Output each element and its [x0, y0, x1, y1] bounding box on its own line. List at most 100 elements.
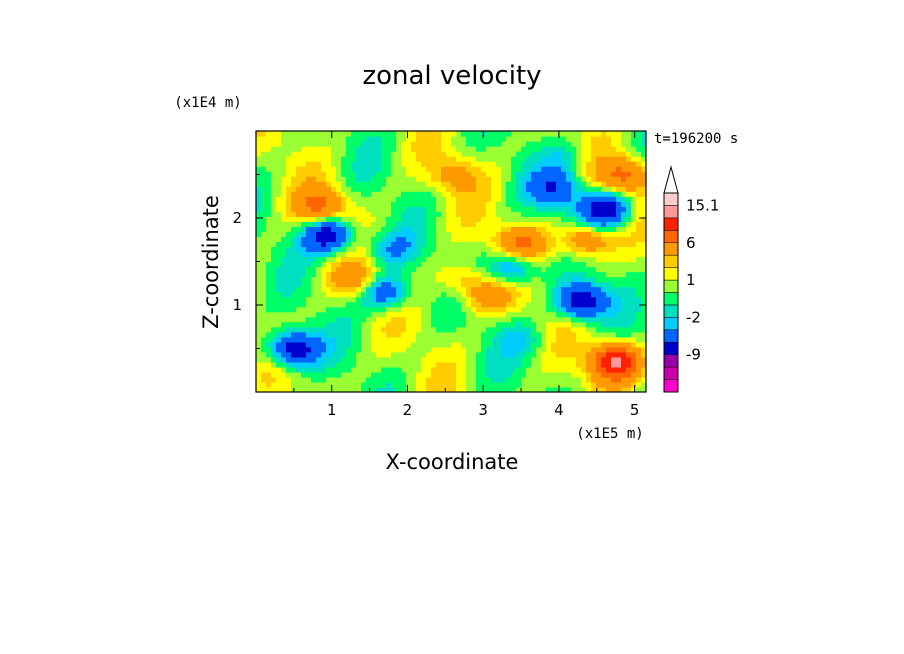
field-cell: [626, 331, 632, 338]
field-cell: [606, 291, 612, 298]
field-cell: [511, 316, 517, 323]
field-cell: [461, 361, 467, 368]
field-cell: [531, 271, 537, 278]
field-cell: [336, 196, 342, 202]
field-cell: [391, 276, 397, 283]
field-cell: [436, 181, 442, 187]
field-cell: [361, 306, 367, 313]
field-cell: [641, 326, 646, 333]
field-cell: [471, 281, 477, 288]
field-cell: [561, 156, 567, 162]
field-cell: [536, 371, 542, 378]
field-cell: [431, 321, 437, 328]
field-cell: [436, 166, 442, 172]
field-cell: [541, 296, 547, 303]
field-cell: [536, 331, 542, 338]
field-cell: [396, 186, 402, 192]
field-cell: [581, 271, 587, 278]
field-cell: [546, 131, 552, 137]
field-cell: [611, 171, 617, 177]
field-cell: [371, 351, 377, 358]
field-cell: [301, 306, 307, 313]
field-cell: [256, 146, 262, 152]
field-cell: [341, 326, 347, 333]
field-cell: [316, 341, 322, 348]
field-cell: [346, 256, 352, 263]
field-cell: [476, 281, 482, 288]
field-cell: [336, 261, 342, 268]
field-cell: [361, 311, 367, 318]
field-cell: [561, 216, 567, 222]
field-cell: [441, 216, 447, 222]
field-cell: [346, 221, 352, 227]
field-cell: [346, 261, 352, 268]
field-cell: [341, 336, 347, 343]
field-cell: [511, 341, 517, 348]
field-cell: [636, 161, 642, 167]
field-cell: [601, 206, 607, 212]
field-cell: [521, 206, 527, 212]
field-cell: [421, 201, 427, 207]
field-cell: [261, 216, 267, 222]
field-cell: [526, 336, 532, 343]
field-cell: [581, 211, 587, 217]
field-cell: [521, 376, 527, 383]
field-cell: [476, 341, 482, 348]
field-cell: [576, 141, 582, 147]
field-cell: [456, 291, 462, 298]
time-label: t=196200 s: [654, 131, 738, 147]
field-cell: [611, 211, 617, 217]
field-cell: [586, 136, 592, 142]
field-cell: [526, 356, 532, 363]
field-cell: [466, 316, 472, 323]
field-cell: [356, 336, 362, 343]
field-cell: [266, 231, 272, 238]
colorbar-extend-arrow: [663, 165, 679, 194]
field-cell: [471, 261, 477, 268]
field-cell: [546, 326, 552, 333]
field-cell: [616, 321, 622, 328]
field-cell: [256, 271, 262, 278]
field-cell: [291, 161, 297, 167]
field-cell: [356, 156, 362, 162]
field-cell: [436, 306, 442, 313]
field-cell: [621, 336, 627, 343]
field-cell: [531, 166, 537, 172]
field-cell: [371, 251, 377, 258]
field-cell: [276, 206, 282, 212]
field-cell: [551, 166, 557, 172]
field-cell: [291, 371, 297, 378]
field-cell: [266, 381, 272, 388]
field-cell: [411, 346, 417, 353]
field-cell: [446, 151, 452, 157]
field-cell: [556, 241, 562, 248]
field-cell: [311, 346, 317, 353]
field-cell: [616, 251, 622, 258]
field-cell: [501, 191, 507, 197]
field-cell: [266, 386, 272, 392]
field-cell: [406, 341, 412, 348]
field-cell: [351, 211, 357, 217]
field-cell: [346, 351, 352, 358]
field-cell: [451, 231, 457, 238]
field-cell: [331, 241, 337, 248]
field-cell: [311, 176, 317, 182]
field-cell: [296, 276, 302, 283]
field-cell: [396, 356, 402, 363]
field-cell: [636, 316, 642, 323]
field-cell: [636, 231, 642, 238]
field-cell: [621, 171, 627, 177]
field-cell: [531, 256, 537, 263]
field-cell: [331, 236, 337, 243]
field-cell: [351, 301, 357, 308]
field-cell: [506, 231, 512, 238]
field-cell: [581, 346, 587, 353]
field-cell: [401, 131, 407, 137]
field-cell: [271, 231, 277, 238]
field-cell: [396, 336, 402, 343]
field-cell: [586, 266, 592, 273]
field-cell: [296, 186, 302, 192]
field-cell: [556, 246, 562, 253]
field-cell: [546, 281, 552, 288]
field-cell: [546, 181, 552, 187]
